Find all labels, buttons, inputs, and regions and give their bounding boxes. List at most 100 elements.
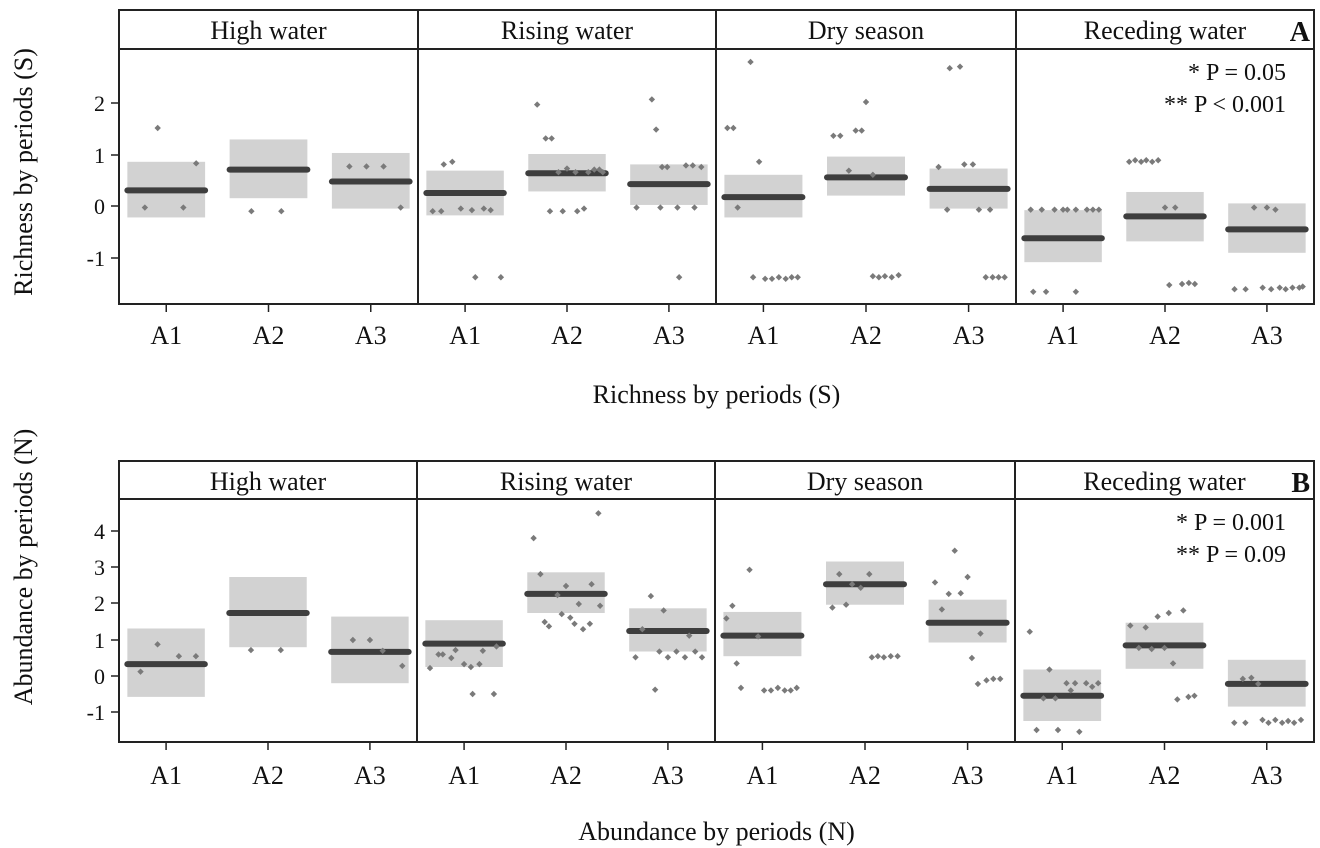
data-point <box>997 675 1004 683</box>
y-tick-label: -1 <box>87 246 105 271</box>
data-point <box>1026 628 1033 635</box>
data-point <box>579 626 587 633</box>
data-point <box>1038 206 1045 213</box>
data-point <box>426 664 434 672</box>
data-point <box>1191 692 1198 699</box>
data-point <box>957 590 964 597</box>
data-point <box>490 690 498 698</box>
series-a3: A3 <box>1224 659 1309 790</box>
x-tick-label: A3 <box>652 761 684 790</box>
x-tick-label: A1 <box>748 321 780 350</box>
data-point <box>397 204 404 211</box>
significance-note: * P = 0.05 <box>1188 60 1286 86</box>
series-a3: A3 <box>925 547 1010 790</box>
data-point <box>537 570 544 578</box>
facet-strip-label: Dry season <box>808 16 924 45</box>
data-point <box>866 570 873 578</box>
series-a1: A1 <box>1020 628 1105 790</box>
data-point <box>439 651 446 658</box>
data-point <box>869 171 877 178</box>
facet-strip-label: Receding water <box>1084 16 1247 45</box>
data-point <box>460 660 468 668</box>
data-point <box>1165 609 1172 617</box>
data-point <box>1297 716 1305 724</box>
data-point <box>349 636 357 644</box>
y-tick-label: -1 <box>87 700 105 725</box>
data-point <box>1149 158 1156 165</box>
data-point <box>1082 680 1090 687</box>
data-point <box>1051 206 1058 213</box>
data-point <box>888 274 895 281</box>
data-point <box>830 132 837 139</box>
data-point <box>472 274 479 281</box>
series-a2: A2 <box>1122 607 1207 790</box>
data-point <box>467 663 475 671</box>
data-point <box>1067 687 1074 694</box>
data-point <box>1166 281 1173 289</box>
x-axis-title: Richness by periods (S) <box>593 380 841 409</box>
data-point <box>1174 696 1181 703</box>
x-tick-label: A2 <box>850 321 882 350</box>
x-tick-label: A3 <box>1251 321 1283 350</box>
data-point <box>782 275 789 282</box>
data-point <box>737 684 745 692</box>
data-point <box>852 127 859 134</box>
data-point <box>1131 157 1139 164</box>
data-point <box>1267 286 1275 293</box>
data-point <box>533 101 541 108</box>
facet-rising-water: Rising water A1 A2 A3 <box>416 460 716 790</box>
data-point <box>1135 644 1143 652</box>
data-point <box>1290 719 1298 726</box>
data-point <box>1272 716 1279 724</box>
facet-strip-label: High water <box>210 467 327 496</box>
data-point <box>794 274 801 281</box>
data-point <box>1242 719 1249 726</box>
data-point <box>1040 695 1047 702</box>
facet-strip-label: Dry season <box>807 467 923 496</box>
data-point <box>869 273 877 280</box>
data-point <box>956 63 964 70</box>
data-point <box>1255 680 1262 688</box>
data-point <box>1063 680 1070 687</box>
facet-high-water: High water A1 A2 A3 <box>118 9 419 350</box>
data-point <box>1161 204 1169 211</box>
x-tick-label: A2 <box>551 321 583 350</box>
x-tick-label: A1 <box>448 761 480 790</box>
data-point <box>698 654 706 661</box>
data-point <box>689 162 696 169</box>
data-point <box>887 653 894 660</box>
x-tick-label: A3 <box>953 321 985 350</box>
data-point <box>982 274 989 281</box>
data-point <box>480 205 488 212</box>
series-a2: A2 <box>823 561 907 790</box>
data-point <box>449 158 456 165</box>
data-point <box>545 623 553 630</box>
series-a1: A1 <box>422 620 506 790</box>
y-tick-label: 2 <box>94 91 105 116</box>
series-a2: A2 <box>525 101 609 350</box>
x-tick-label: A3 <box>952 761 984 790</box>
data-point <box>141 204 149 211</box>
data-point <box>530 534 537 542</box>
facet-strip-label: Receding water <box>1083 467 1246 496</box>
facet-frame <box>1015 48 1315 305</box>
data-point <box>1148 645 1155 653</box>
x-axis-title: Abundance by periods (N) <box>578 817 855 846</box>
data-point <box>1072 288 1080 295</box>
series-a3: A3 <box>1225 203 1309 350</box>
data-point <box>1248 674 1255 681</box>
data-point <box>652 126 660 133</box>
x-tick-label: A3 <box>1251 761 1283 790</box>
data-point <box>632 654 639 661</box>
significance-note: * P = 0.001 <box>1176 510 1286 536</box>
data-point <box>1046 666 1053 673</box>
data-point <box>555 169 562 176</box>
x-tick-label: A1 <box>1046 761 1078 790</box>
series-a3: A3 <box>627 96 711 350</box>
data-point <box>868 654 876 661</box>
facet-dry-season: Dry season A1 A2 A3 <box>714 460 1016 790</box>
series-a3: A3 <box>328 152 413 350</box>
data-point <box>749 274 757 281</box>
data-point <box>746 566 753 573</box>
